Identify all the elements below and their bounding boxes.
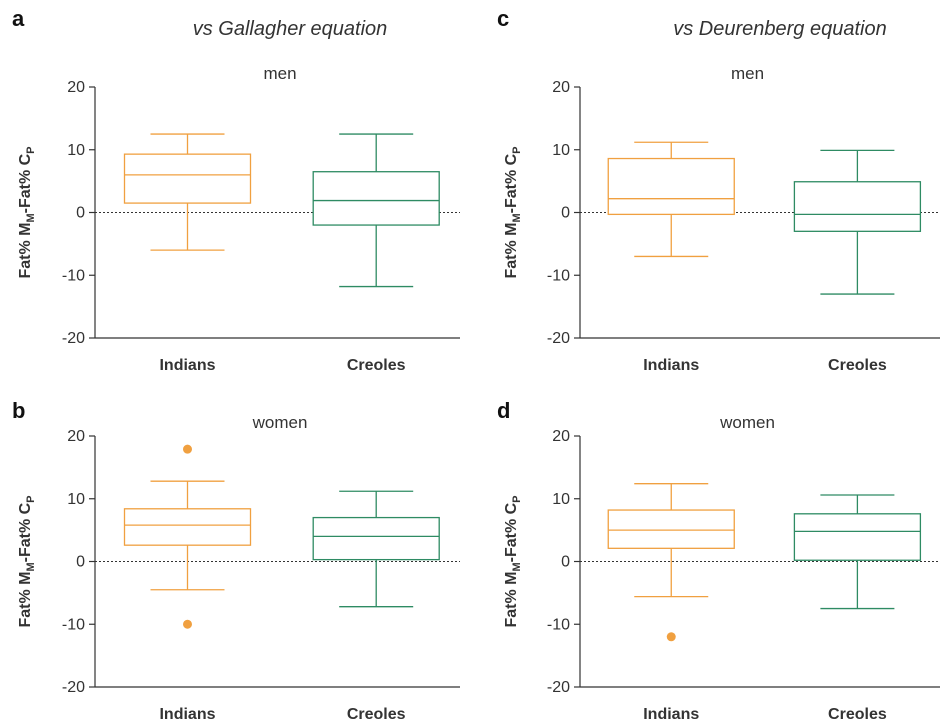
y-tick-label: 0 bbox=[76, 554, 85, 571]
panel-a: a men -20 -10 0 10 20 Fat% MM-Fat% CP Indians Cre… bbox=[12, 6, 460, 374]
panel-letter: b bbox=[12, 398, 25, 423]
category-label: Indians bbox=[159, 357, 215, 374]
y-axis-label-text: Fat% M bbox=[503, 572, 520, 628]
panel-letter: a bbox=[12, 6, 25, 31]
column-title-gallagher: vs Gallagher equation bbox=[193, 18, 388, 40]
panel-d: d women -20 -10 0 10 20 Fat% MM-Fat% CP Indians C… bbox=[497, 398, 940, 720]
outlier-point bbox=[183, 444, 192, 454]
panel-letter: d bbox=[497, 398, 510, 423]
category-label: Indians bbox=[643, 706, 699, 720]
y-axis-label: Fat% MM-Fat% CP bbox=[503, 495, 523, 627]
y-axis-label: Fat% MM-Fat% CP bbox=[17, 495, 37, 627]
y-tick-label: 0 bbox=[561, 554, 570, 571]
y-axis-label-text: -Fat% C bbox=[17, 502, 34, 562]
box-creoles bbox=[312, 490, 440, 608]
y-tick-label: 10 bbox=[552, 142, 570, 159]
panel-subtitle: women bbox=[252, 413, 308, 432]
category-label: Creoles bbox=[828, 357, 887, 374]
box-indians bbox=[123, 133, 252, 251]
y-tick-label: 10 bbox=[552, 491, 570, 508]
panel-subtitle: men bbox=[731, 64, 764, 83]
y-tick-label: 20 bbox=[67, 79, 85, 96]
outlier-point bbox=[183, 619, 192, 629]
y-axis-label-subscript: P bbox=[511, 495, 523, 502]
category-label: Creoles bbox=[828, 706, 887, 720]
panel-subtitle: women bbox=[719, 413, 775, 432]
y-axis-label-subscript: M bbox=[511, 213, 523, 222]
y-axis-label: Fat% MM-Fat% CP bbox=[17, 146, 37, 278]
interquartile-box bbox=[312, 171, 440, 226]
panel-subtitle: men bbox=[263, 64, 296, 83]
y-tick-label: -20 bbox=[547, 679, 570, 696]
box-creoles bbox=[312, 133, 440, 288]
y-axis-label-text: Fat% M bbox=[503, 223, 520, 279]
y-tick-label: -20 bbox=[62, 679, 85, 696]
interquartile-box bbox=[793, 513, 922, 561]
interquartile-box bbox=[123, 508, 252, 546]
interquartile-box bbox=[607, 157, 735, 216]
panel-letter: c bbox=[497, 6, 509, 31]
y-tick-label: -10 bbox=[547, 616, 570, 633]
box-creoles bbox=[793, 494, 922, 610]
y-axis-label-subscript: P bbox=[25, 495, 37, 502]
y-axis-label-subscript: P bbox=[511, 146, 523, 153]
y-axis-label-text: -Fat% C bbox=[503, 502, 520, 562]
interquartile-box bbox=[607, 509, 735, 549]
y-axis-label-subscript: M bbox=[25, 562, 37, 571]
y-axis-label-text: -Fat% C bbox=[17, 153, 34, 213]
panel-c: c men -20 -10 0 10 20 Fat% MM-Fat% CP Indians Cre… bbox=[497, 6, 940, 374]
box-indians bbox=[123, 444, 252, 629]
category-label: Creoles bbox=[347, 357, 406, 374]
y-tick-label: 20 bbox=[552, 428, 570, 445]
interquartile-box bbox=[793, 181, 922, 232]
interquartile-box bbox=[123, 153, 252, 204]
y-tick-label: 20 bbox=[552, 79, 570, 96]
y-axis-label: Fat% MM-Fat% CP bbox=[503, 146, 523, 278]
category-label: Indians bbox=[159, 706, 215, 720]
y-tick-label: -20 bbox=[62, 330, 85, 347]
box-indians bbox=[607, 141, 735, 258]
y-tick-label: -20 bbox=[547, 330, 570, 347]
y-axis-label-subscript: M bbox=[25, 213, 37, 222]
y-tick-label: 20 bbox=[67, 428, 85, 445]
column-title-deurenberg: vs Deurenberg equation bbox=[673, 18, 886, 40]
y-tick-label: -10 bbox=[62, 616, 85, 633]
y-axis-label-text: Fat% M bbox=[17, 223, 34, 279]
y-tick-label: -10 bbox=[62, 267, 85, 284]
y-axis-label-text: -Fat% C bbox=[503, 153, 520, 213]
box-creoles bbox=[793, 149, 922, 295]
y-tick-label: -10 bbox=[547, 267, 570, 284]
y-tick-label: 10 bbox=[67, 491, 85, 508]
interquartile-box bbox=[312, 516, 440, 561]
y-axis-label-text: Fat% M bbox=[17, 572, 34, 628]
y-tick-label: 0 bbox=[561, 205, 570, 222]
category-label: Creoles bbox=[347, 706, 406, 720]
outlier-point bbox=[666, 632, 676, 642]
category-label: Indians bbox=[643, 357, 699, 374]
y-tick-label: 0 bbox=[76, 205, 85, 222]
box-indians bbox=[607, 483, 735, 642]
y-tick-label: 10 bbox=[67, 142, 85, 159]
panel-b: b women -20 -10 0 10 20 Fat% MM-Fat% CP Indians C… bbox=[12, 398, 460, 720]
y-axis-label-subscript: M bbox=[511, 562, 523, 571]
y-axis-label-subscript: P bbox=[25, 146, 37, 153]
